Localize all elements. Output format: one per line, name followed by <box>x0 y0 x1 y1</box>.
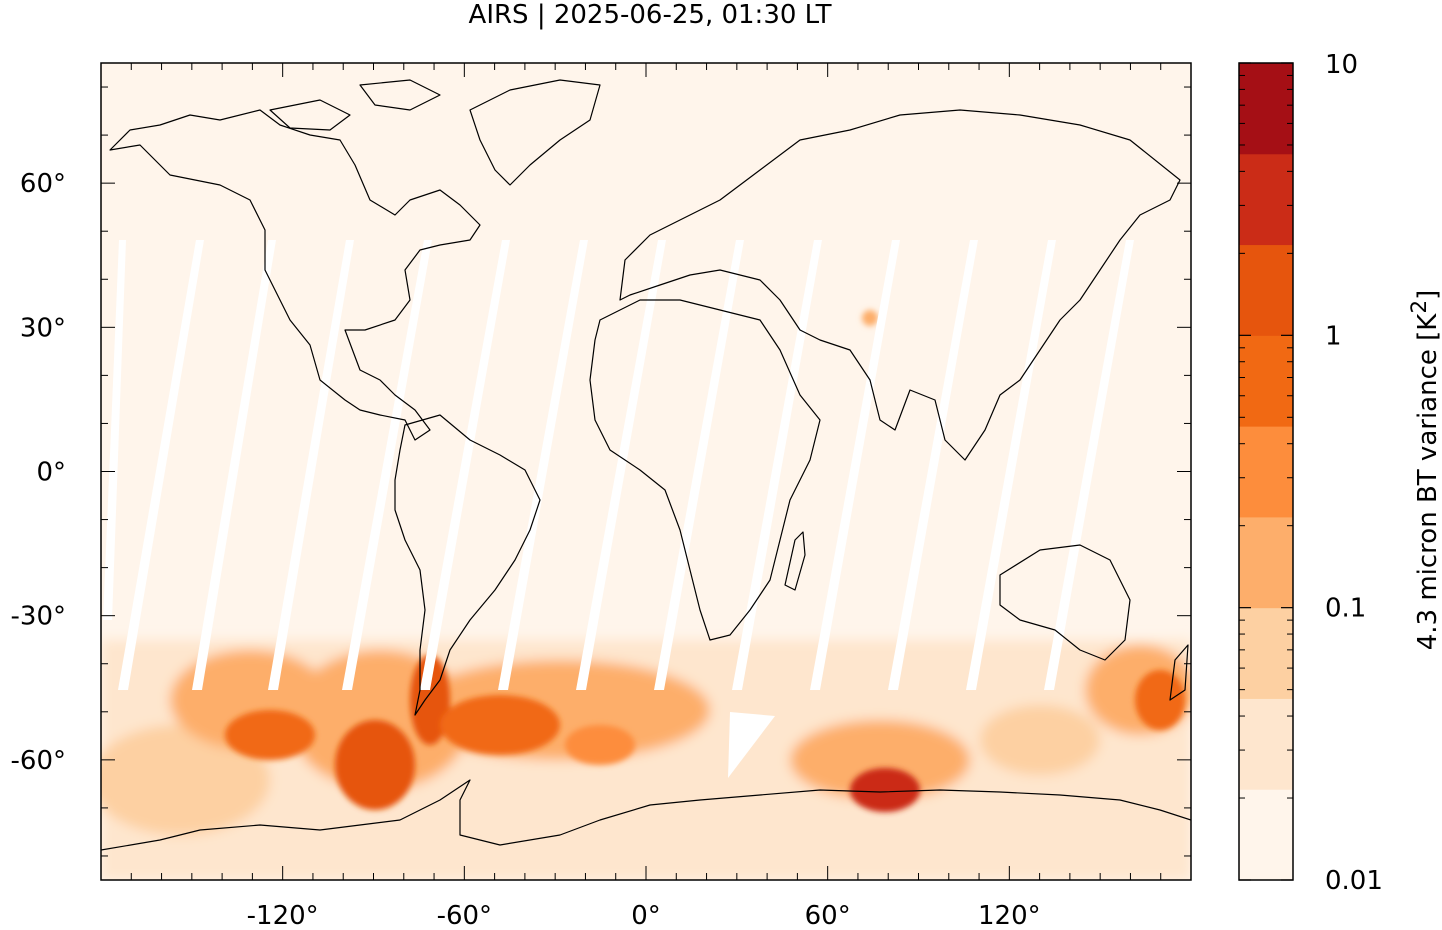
map-area <box>101 63 1191 880</box>
lat-tick-label: 0° <box>36 458 66 488</box>
lon-tick-label: -60° <box>437 901 492 930</box>
map-title: AIRS | 2025-06-25, 01:30 LT <box>468 0 832 30</box>
colorbar-label-superscript: 2 <box>1407 299 1433 314</box>
colorbar-segment <box>1239 63 1293 155</box>
colorbar-segment <box>1239 789 1293 881</box>
colorbar-tick-label: 0.1 <box>1325 594 1366 624</box>
colorbar-segment <box>1239 244 1293 336</box>
map-ticks <box>101 63 1191 880</box>
colorbar-segment <box>1239 426 1293 518</box>
lat-tick-label: -60° <box>11 746 66 776</box>
colorbar-tick-label: 1 <box>1325 321 1342 351</box>
axis-labels: -120° -60° 0° 60° 120° 60° 30° 0° -30° -60° <box>11 169 1041 930</box>
variance-field <box>101 310 1191 880</box>
colorbar-label-wrap: 4.3 micron BT variance [K2] <box>1405 60 1442 880</box>
lat-tick-label: 30° <box>20 313 66 343</box>
lon-tick-label: 60° <box>805 901 851 930</box>
lon-tick-label: -120° <box>247 901 319 930</box>
colorbar-segment <box>1239 335 1293 427</box>
lon-tick-label: 0° <box>631 901 661 930</box>
coastlines <box>101 79 1191 851</box>
lat-tick-label: -30° <box>11 602 66 632</box>
colorbar-segment <box>1239 153 1293 246</box>
colorbar-frame <box>1238 62 1294 881</box>
colorbar-tick-label: 10 <box>1325 50 1358 80</box>
colorbar-tick-label: 0.01 <box>1325 866 1383 896</box>
colorbar-ticks: 10 1 0.1 0.01 <box>1239 50 1383 896</box>
colorbar <box>1239 63 1293 881</box>
colorbar-label-text: 4.3 micron BT variance [K <box>1412 313 1442 651</box>
colorbar-segment <box>1239 698 1293 790</box>
colorbar-label-end: ] <box>1412 289 1442 300</box>
orbit-gaps <box>103 240 1134 778</box>
colorbar-label: 4.3 micron BT variance [K2] <box>1407 290 1442 651</box>
colorbar-segment <box>1239 516 1293 609</box>
lat-tick-label: 60° <box>20 169 66 199</box>
lon-tick-label: 120° <box>978 901 1041 930</box>
colorbar-segment <box>1239 607 1293 699</box>
